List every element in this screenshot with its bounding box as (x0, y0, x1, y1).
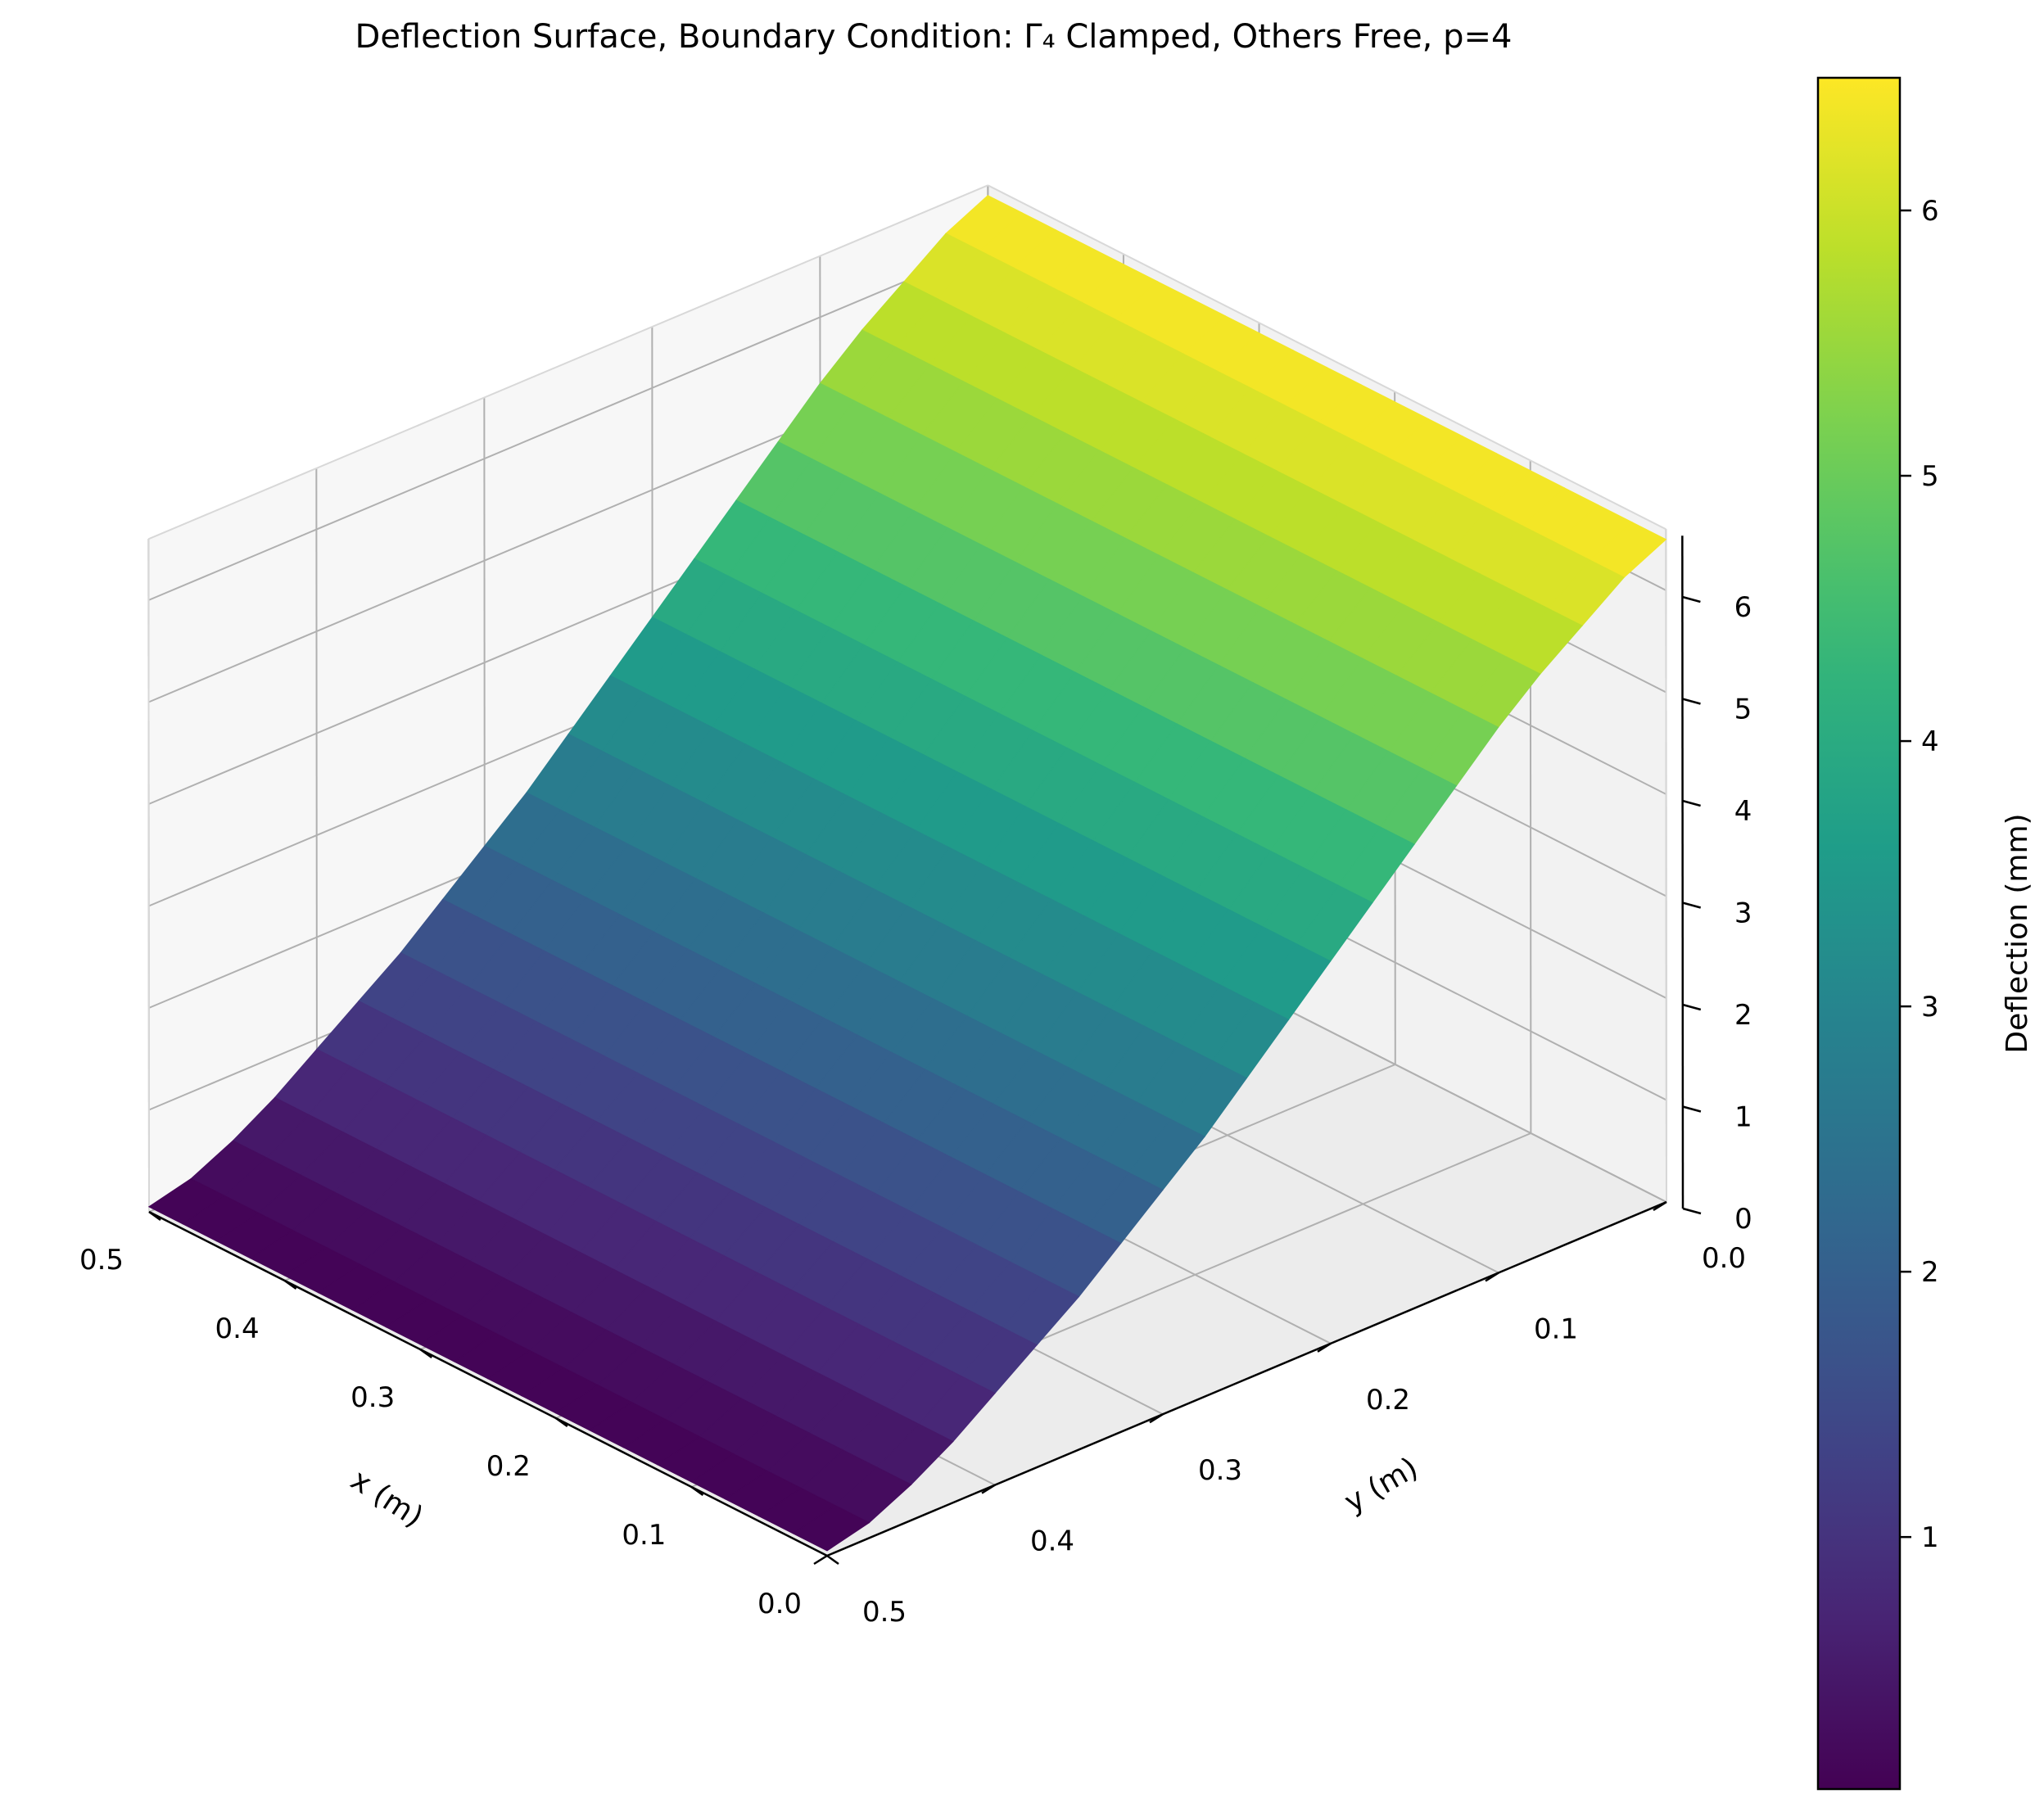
y-tick-label: 0.3 (1198, 1454, 1242, 1487)
x-tick-label: 0.1 (622, 1519, 666, 1552)
colorbar-tick-label: 1 (1921, 1521, 1939, 1554)
colorbar-tick-label: 4 (1921, 725, 1939, 758)
surface-patch (792, 1505, 871, 1552)
z-tick-label: 2 (1734, 999, 1752, 1032)
y-tick (981, 1484, 996, 1494)
x-tick (148, 1210, 161, 1222)
z-tick-label: 0 (1734, 1203, 1752, 1236)
pane-edge (987, 184, 1666, 531)
axis-ticks: 0.0 0.1 0.2 0.3 0.4 0.5 0.0 0.1 0.2 0.3 0.4 0.5 0 1 2 3… (79, 591, 1752, 1629)
colorbar-tick-label: 6 (1921, 195, 1939, 228)
chart-title: Deflection Surface, Boundary Condition: … (355, 18, 1513, 56)
colorbar-tick-label: 3 (1921, 991, 1939, 1024)
colorbar-label: Deflection (mm) (2001, 813, 2034, 1053)
z-tick (1682, 1207, 1702, 1215)
x-tick (419, 1348, 432, 1359)
x-tick (283, 1279, 297, 1290)
colorbar-scale (1816, 76, 1902, 1791)
x-tick (690, 1485, 704, 1497)
gridline-y-wall (315, 468, 318, 1141)
gridline-z (148, 246, 988, 601)
z-tick-label: 1 (1734, 1101, 1752, 1134)
y-tick (1317, 1342, 1332, 1353)
z-tick-label: 6 (1734, 591, 1752, 624)
z-tick (1682, 799, 1701, 807)
y-tick-label: 0.0 (1702, 1242, 1746, 1275)
y-tick (1485, 1272, 1499, 1282)
pane-edge (147, 184, 988, 540)
x-tick-label: 0.2 (486, 1450, 531, 1483)
colorbar: 1 2 3 4 5 6 Deflection (mm) (1816, 76, 2034, 1791)
z-tick (1682, 698, 1701, 705)
z-tick (1682, 1003, 1702, 1011)
x-axis-line (148, 1210, 828, 1557)
y-tick (1149, 1413, 1164, 1424)
y-tick-label: 0.4 (1030, 1525, 1074, 1558)
z-tick (1682, 595, 1701, 603)
z-tick-label: 3 (1734, 897, 1752, 930)
y-tick-label: 0.2 (1366, 1384, 1410, 1417)
axis-lines (148, 535, 1684, 1557)
x-tick-label: 0.0 (757, 1588, 802, 1620)
z-tick-label: 4 (1734, 795, 1752, 828)
x-tick-label: 0.5 (79, 1244, 124, 1277)
x-tick-label: 0.4 (215, 1313, 260, 1345)
surface-mesh (147, 195, 1667, 1552)
z-tick-label: 5 (1734, 694, 1752, 726)
colorbar-tick-label: 5 (1921, 460, 1939, 493)
z-tick (1682, 902, 1702, 909)
y-tick (813, 1554, 828, 1566)
y-tick (1653, 1200, 1667, 1212)
y-axis-label: y (m) (1339, 1451, 1424, 1519)
z-axis-line (1681, 535, 1684, 1209)
colorbar-tick-label: 2 (1921, 1256, 1939, 1289)
pane-edge (147, 539, 150, 1213)
y-tick-label: 0.5 (862, 1596, 907, 1629)
x-tick (826, 1554, 839, 1566)
z-tick (1682, 1105, 1702, 1113)
x-tick-label: 0.3 (350, 1381, 395, 1414)
y-axis-line (826, 1200, 1667, 1557)
y-tick-label: 0.1 (1534, 1313, 1578, 1345)
x-axis-label: x (m) (345, 1463, 429, 1534)
x-tick (555, 1417, 568, 1428)
